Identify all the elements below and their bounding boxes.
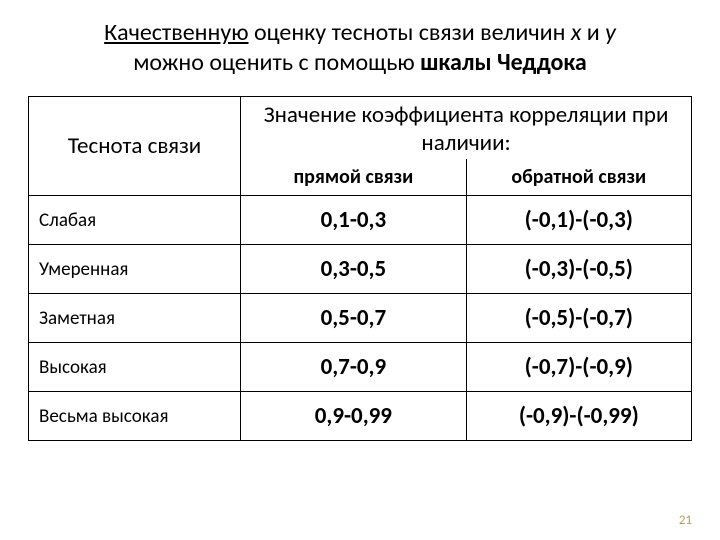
slide-title: Качественную оценку тесноты связи величи… xyxy=(28,18,692,78)
cell-direct: 0,7-0,9 xyxy=(241,343,466,392)
row-label: Высокая xyxy=(29,343,241,392)
title-part2: оценку тесноты связи величин xyxy=(249,18,571,47)
title-and: и xyxy=(581,18,605,47)
title-line2b: шкалы Чеддока xyxy=(420,48,587,77)
row-label: Слабая xyxy=(29,196,241,245)
row-label: Заметная xyxy=(29,294,241,343)
title-line2a: можно оценить с помощью xyxy=(133,48,420,77)
table-header-row-1: Теснота связи Значение коэффициента корр… xyxy=(29,97,692,160)
cell-direct: 0,9-0,99 xyxy=(241,392,466,441)
table-row: Высокая 0,7-0,9 (-0,7)-(-0,9) xyxy=(29,343,692,392)
cell-inverse: (-0,3)-(-0,5) xyxy=(466,245,691,294)
sub-header-inverse: обратной связи xyxy=(466,159,691,196)
cell-inverse: (-0,1)-(-0,3) xyxy=(466,196,691,245)
cheddock-table: Теснота связи Значение коэффициента корр… xyxy=(28,96,692,441)
cell-inverse: (-0,9)-(-0,99) xyxy=(466,392,691,441)
cell-direct: 0,1-0,3 xyxy=(241,196,466,245)
top-header: Значение коэффициента корреляции при нал… xyxy=(241,97,692,160)
page-number: 21 xyxy=(679,513,692,528)
title-var2: у xyxy=(605,18,616,47)
cell-direct: 0,5-0,7 xyxy=(241,294,466,343)
cell-inverse: (-0,5)-(-0,7) xyxy=(466,294,691,343)
sub-header-direct: прямой связи xyxy=(241,159,466,196)
row-header: Теснота связи xyxy=(29,97,241,196)
title-var1: х xyxy=(571,18,581,47)
table-row: Умеренная 0,3-0,5 (-0,3)-(-0,5) xyxy=(29,245,692,294)
row-label: Умеренная xyxy=(29,245,241,294)
table-row: Слабая 0,1-0,3 (-0,1)-(-0,3) xyxy=(29,196,692,245)
table-row: Весьма высокая 0,9-0,99 (-0,9)-(-0,99) xyxy=(29,392,692,441)
cell-direct: 0,3-0,5 xyxy=(241,245,466,294)
row-label: Весьма высокая xyxy=(29,392,241,441)
title-underline: Качественную xyxy=(104,18,248,47)
table-row: Заметная 0,5-0,7 (-0,5)-(-0,7) xyxy=(29,294,692,343)
cell-inverse: (-0,7)-(-0,9) xyxy=(466,343,691,392)
